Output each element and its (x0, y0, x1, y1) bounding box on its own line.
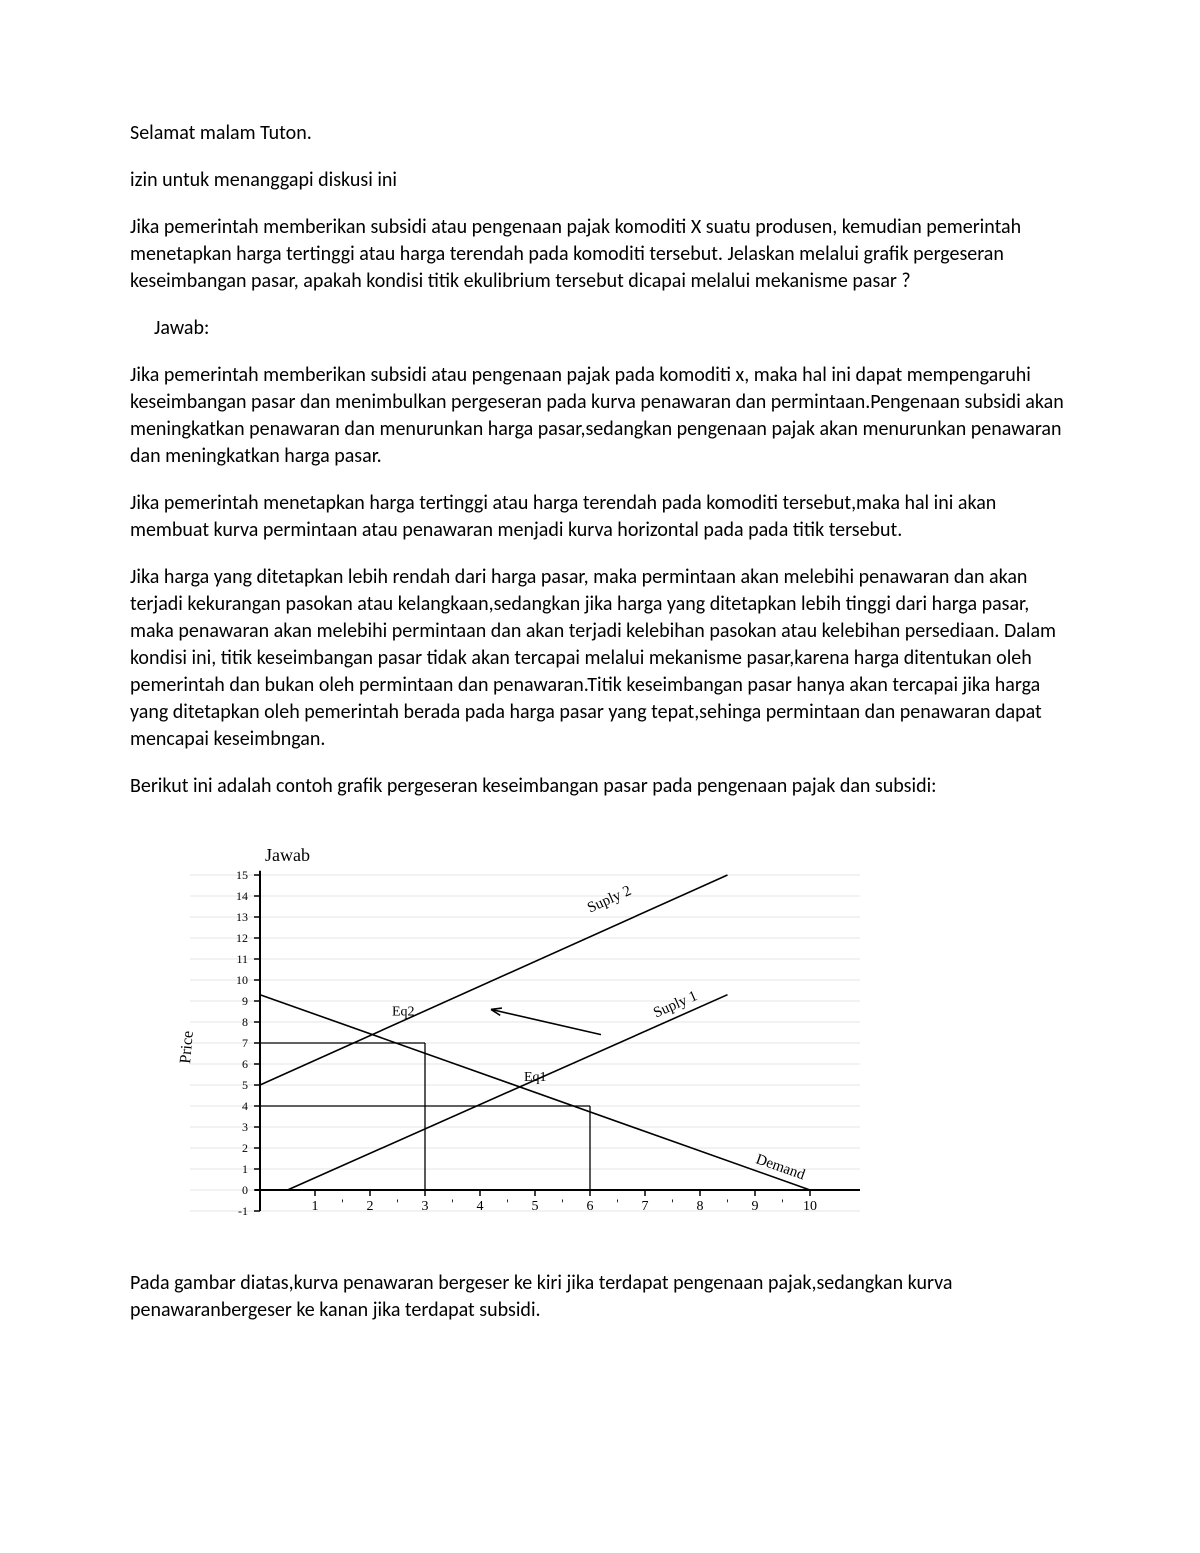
answer-label: Jawab: (130, 315, 1070, 342)
svg-text:6: 6 (242, 1057, 248, 1071)
svg-text:': ' (616, 1198, 619, 1212)
question: Jika pemerintah memberikan subsidi atau … (130, 214, 1070, 295)
svg-text:Price: Price (177, 1030, 197, 1064)
svg-text:Eq2: Eq2 (392, 1005, 415, 1020)
svg-text:': ' (726, 1198, 729, 1212)
svg-text:0: 0 (242, 1183, 248, 1197)
answer-para-1: Jika pemerintah memberikan subsidi atau … (130, 362, 1070, 470)
svg-text:9: 9 (242, 994, 248, 1008)
intro: izin untuk menanggapi diskusi ini (130, 167, 1070, 194)
svg-text:-1: -1 (238, 1204, 248, 1218)
svg-text:': ' (561, 1198, 564, 1212)
svg-text:': ' (341, 1198, 344, 1212)
svg-text:12: 12 (236, 931, 248, 945)
answer-para-2: Jika pemerintah menetapkan harga terting… (130, 490, 1070, 544)
svg-text:2: 2 (367, 1199, 374, 1214)
chart-caption: Pada gambar diatas,kurva penawaran berge… (130, 1270, 1070, 1324)
svg-text:3: 3 (422, 1199, 429, 1214)
document-page: Selamat malam Tuton. izin untuk menangga… (0, 0, 1200, 1553)
svg-text:': ' (506, 1198, 509, 1212)
svg-text:8: 8 (697, 1199, 704, 1214)
svg-text:': ' (671, 1198, 674, 1212)
svg-text:1: 1 (312, 1199, 319, 1214)
svg-text:Jawab: Jawab (265, 845, 310, 865)
svg-text:7: 7 (242, 1036, 248, 1050)
svg-text:2: 2 (242, 1141, 248, 1155)
svg-text:5: 5 (242, 1078, 248, 1092)
answer-para-3: Jika harga yang ditetapkan lebih rendah … (130, 564, 1070, 753)
svg-text:10: 10 (803, 1199, 817, 1214)
svg-text:Eq1: Eq1 (524, 1070, 547, 1085)
svg-text:15: 15 (236, 868, 248, 882)
svg-text:5: 5 (532, 1199, 539, 1214)
svg-text:13: 13 (236, 910, 248, 924)
svg-text:': ' (396, 1198, 399, 1212)
greeting: Selamat malam Tuton. (130, 120, 1070, 147)
chart-svg: -1012345678910111213141512'3'4'5'6'7'8'9… (150, 820, 870, 1240)
svg-text:11: 11 (236, 952, 248, 966)
svg-text:': ' (451, 1198, 454, 1212)
svg-text:7: 7 (642, 1199, 649, 1214)
svg-text:3: 3 (242, 1120, 248, 1134)
svg-text:10: 10 (236, 973, 248, 987)
svg-text:1: 1 (242, 1162, 248, 1176)
svg-text:14: 14 (236, 889, 248, 903)
chart-intro: Berikut ini adalah contoh grafik pergese… (130, 773, 1070, 800)
svg-text:4: 4 (477, 1199, 484, 1214)
svg-text:': ' (781, 1198, 784, 1212)
svg-text:6: 6 (587, 1199, 594, 1214)
equilibrium-chart: -1012345678910111213141512'3'4'5'6'7'8'9… (150, 820, 1070, 1240)
svg-text:8: 8 (242, 1015, 248, 1029)
svg-text:9: 9 (752, 1199, 759, 1214)
svg-text:4: 4 (242, 1099, 248, 1113)
